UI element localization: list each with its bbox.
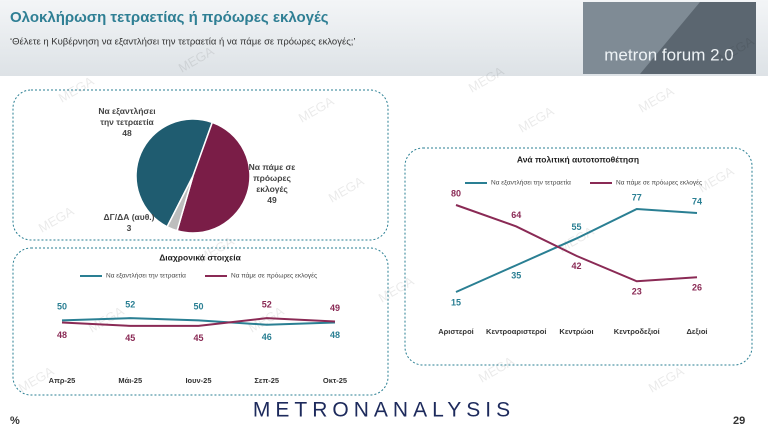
pie-value: 48 bbox=[122, 128, 132, 138]
pie-value: 49 bbox=[267, 195, 277, 205]
x-tick-label: Κεντροδεξιοί bbox=[614, 327, 660, 336]
pie-panel bbox=[12, 89, 389, 241]
x-tick-label: Δεξιοί bbox=[686, 327, 707, 336]
data-label: 42 bbox=[571, 261, 581, 271]
x-tick-label: Αριστεροί bbox=[438, 327, 473, 336]
data-label: 52 bbox=[262, 300, 272, 310]
ideology-panel bbox=[404, 147, 753, 366]
data-label: 26 bbox=[692, 283, 702, 293]
watermark: MEGA bbox=[646, 363, 687, 395]
brand: METRONANALYSIS bbox=[253, 399, 515, 422]
data-label: 80 bbox=[451, 188, 461, 198]
pie-label: Να πάμε σε πρόωρες εκλογές 49 bbox=[246, 162, 298, 206]
line-series bbox=[61, 317, 336, 326]
pie-value: 3 bbox=[126, 223, 132, 233]
x-tick-label: Σεπ-25 bbox=[254, 376, 279, 385]
watermark: MEGA bbox=[56, 73, 97, 105]
data-label: 64 bbox=[511, 210, 521, 220]
logo-text: metron forum 2.0 bbox=[604, 45, 733, 64]
pie-label: ΔΓ/ΔΑ (αυθ.) 3 bbox=[103, 212, 155, 234]
chart-title: Διαχρονικά στοιχεία bbox=[159, 252, 241, 262]
x-tick-label: Οκτ-25 bbox=[323, 376, 347, 385]
pie-category: ΔΓ/ΔΑ (αυθ.) bbox=[103, 212, 155, 222]
watermark: MEGA bbox=[476, 353, 517, 385]
data-label: 23 bbox=[632, 287, 642, 297]
title: Ολοκλήρωση τετραετίας ή πρόωρες εκλογές bbox=[10, 9, 329, 26]
line-series bbox=[455, 204, 698, 283]
pie-slice bbox=[166, 175, 194, 232]
line-series bbox=[455, 207, 698, 293]
x-tick-label: Μάι-25 bbox=[118, 376, 142, 385]
pie-label: Να εξαντλήσει την τετραετία 48 bbox=[92, 106, 162, 139]
trend-panel bbox=[12, 247, 389, 396]
pie-category: Να εξαντλήσει την τετραετία bbox=[98, 106, 156, 127]
data-label: 48 bbox=[57, 330, 67, 340]
watermark: MEGA bbox=[636, 83, 677, 115]
data-label: 50 bbox=[57, 302, 67, 312]
watermark: MEGA bbox=[376, 273, 417, 305]
watermark: MEGA bbox=[326, 173, 367, 205]
data-label: 46 bbox=[262, 332, 272, 342]
data-label: 45 bbox=[125, 333, 135, 343]
x-tick-label: Κεντροαριστεροί bbox=[486, 327, 546, 336]
pie-category: Να πάμε σε πρόωρες εκλογές bbox=[248, 162, 296, 194]
data-label: 35 bbox=[511, 271, 521, 281]
data-label: 55 bbox=[571, 222, 581, 232]
x-tick-label: Ιουν-25 bbox=[185, 376, 211, 385]
pie-slice bbox=[135, 118, 214, 228]
data-label: 50 bbox=[193, 302, 203, 312]
legend-label: Να εξαντλήσει την τετραετία bbox=[106, 272, 186, 280]
data-label: 15 bbox=[451, 297, 461, 307]
logo-art bbox=[583, 2, 700, 74]
watermark: MEGA bbox=[516, 103, 557, 135]
data-label: 52 bbox=[125, 300, 135, 310]
page-number: 29 bbox=[733, 415, 745, 427]
legend-label: Να εξαντλήσει την τετραετία bbox=[491, 179, 571, 187]
line-series bbox=[61, 317, 336, 327]
data-label: 49 bbox=[330, 303, 340, 313]
watermark: MEGA bbox=[36, 203, 77, 235]
chart-title: Ανά πολιτική αυτοτοποθέτηση bbox=[517, 154, 639, 164]
data-label: 48 bbox=[330, 330, 340, 340]
watermark: MEGA bbox=[296, 93, 337, 125]
subtitle: ‘Θέλετε η Κυβέρνηση να εξαντλήσει την τε… bbox=[10, 37, 356, 48]
data-label: 77 bbox=[632, 192, 642, 202]
data-label: 45 bbox=[193, 333, 203, 343]
pie-slice bbox=[176, 121, 251, 234]
x-tick-label: Κεντρώοι bbox=[559, 327, 593, 336]
data-label: 74 bbox=[692, 196, 702, 206]
legend-label: Να πάμε σε πρόωρες εκλογές bbox=[231, 272, 317, 280]
x-tick-label: Απρ-25 bbox=[49, 376, 76, 385]
unit: % bbox=[10, 415, 20, 427]
legend-label: Να πάμε σε πρόωρες εκλογές bbox=[616, 179, 702, 187]
